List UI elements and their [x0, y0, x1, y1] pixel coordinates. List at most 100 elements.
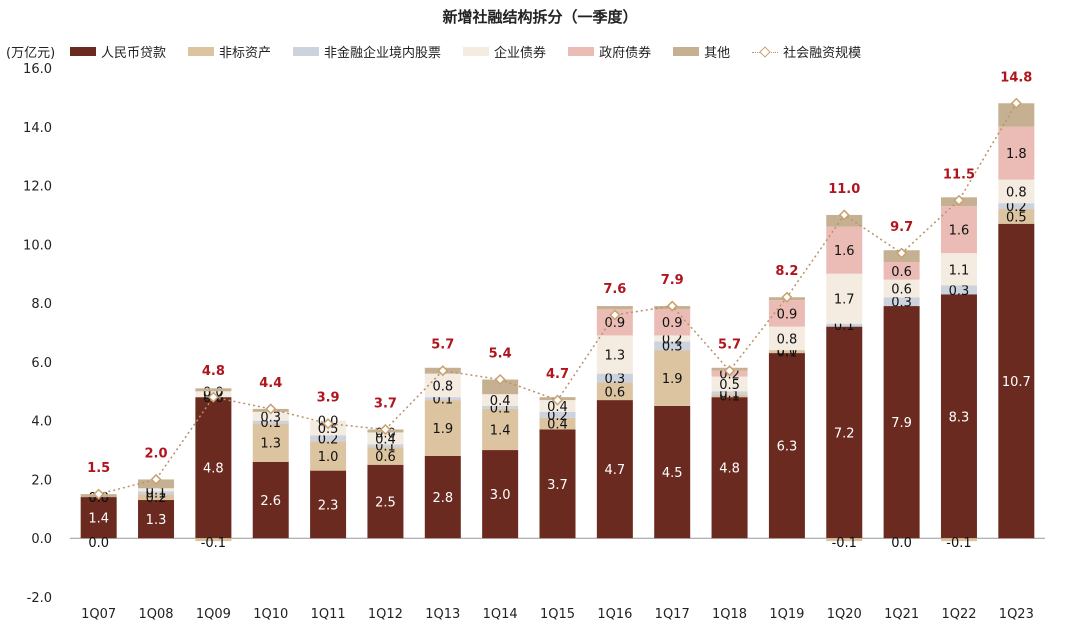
bar-segment	[596, 373, 633, 383]
total-point	[93, 488, 105, 500]
bar-segment	[539, 400, 576, 412]
total-point	[379, 423, 392, 436]
data-label: 0.9	[777, 307, 798, 322]
data-label: 0.2	[146, 491, 167, 506]
data-label: 0.5	[719, 378, 740, 393]
x-tick-label: 1Q12	[368, 607, 403, 622]
data-label: 4.7	[605, 463, 626, 478]
data-label: 0.4	[547, 400, 568, 415]
data-label: 4.5	[662, 466, 683, 481]
data-label: 2.8	[432, 491, 453, 506]
total-label: 14.8	[1000, 70, 1032, 85]
bar-segment	[596, 335, 633, 374]
total-point	[437, 365, 449, 377]
data-label: 1.3	[605, 349, 626, 364]
bar-segment	[596, 400, 633, 539]
bar-segment	[482, 450, 519, 539]
data-label: 0.6	[605, 385, 626, 400]
x-tick-label: 1Q22	[941, 607, 976, 622]
bar-segment	[940, 285, 977, 295]
legend-item-0: 人民币贷款	[70, 42, 166, 61]
bar-segment	[252, 461, 289, 539]
y-tick-label: -2.0	[27, 591, 52, 606]
legend-item-4: 政府债券	[568, 42, 651, 61]
bar-segment	[424, 397, 461, 401]
bar-segment	[768, 353, 805, 539]
bar-segment	[138, 494, 175, 501]
total-label: 5.7	[718, 338, 741, 353]
bar-segment	[367, 447, 404, 465]
x-tick-label: 1Q23	[999, 607, 1034, 622]
bar-segment	[711, 376, 748, 392]
total-point	[551, 394, 564, 406]
bar-segment	[482, 405, 519, 409]
y-tick-label: 10.0	[23, 238, 52, 253]
data-label: 0.4	[547, 418, 568, 433]
legend-swatch	[568, 47, 595, 56]
bar-segment	[654, 308, 691, 336]
bar-segment	[367, 444, 404, 448]
bar-segment	[654, 335, 691, 342]
bar-segment	[195, 397, 232, 539]
bar-segment	[940, 538, 977, 542]
data-label: 0.8	[1006, 185, 1027, 200]
legend-label: 社会融资规模	[783, 46, 862, 61]
y-axis-unit-label: (万亿元)	[6, 46, 56, 61]
data-label: 1.3	[146, 513, 167, 528]
data-label: 0.3	[260, 410, 281, 425]
data-label: 7.2	[834, 426, 855, 441]
bar-segment	[940, 294, 977, 539]
legend-swatch	[70, 47, 96, 56]
y-tick-label: 6.0	[31, 356, 52, 371]
total-label: 11.5	[943, 167, 975, 182]
total-label: 5.4	[489, 347, 512, 362]
data-label: 0.8	[432, 379, 453, 394]
x-tick-label: 1Q10	[253, 607, 288, 622]
total-label: 3.9	[317, 391, 340, 406]
bar-segment	[138, 491, 175, 495]
bar-segment	[826, 273, 863, 324]
legend-item-5: 其他	[673, 42, 730, 61]
bar-segment	[998, 103, 1035, 127]
data-label: 0.0	[88, 536, 109, 551]
data-label: 6.3	[777, 440, 798, 455]
total-point	[609, 309, 621, 321]
bar-segment	[998, 209, 1035, 224]
bar-segment	[482, 408, 519, 451]
legend-item-line: 社会融资规模	[752, 42, 861, 61]
bar-segment	[768, 326, 805, 351]
x-tick-label: 1Q13	[425, 607, 460, 622]
bar-segment	[424, 373, 461, 398]
data-label: -0.1	[201, 536, 226, 551]
data-label: 0.3	[662, 340, 683, 355]
data-label: 0.6	[891, 265, 912, 280]
bar-segment	[883, 306, 920, 539]
data-label: 0.3	[891, 296, 912, 311]
legend-label: 其他	[704, 46, 731, 61]
x-tick-label: 1Q19	[769, 607, 804, 622]
bar-segment	[998, 203, 1035, 210]
total-point	[781, 291, 793, 303]
legend-swatch	[293, 47, 320, 56]
data-label: -0.1	[946, 536, 971, 551]
bar-segment	[424, 400, 461, 456]
data-label: 0.3	[605, 372, 626, 387]
data-label: 0.0	[891, 536, 912, 551]
bar-segment	[711, 391, 748, 395]
bar-segment	[367, 432, 404, 445]
bar-segment	[310, 441, 347, 471]
data-label: 0.6	[375, 450, 396, 465]
bar-segment	[654, 405, 691, 539]
bar-segment	[883, 297, 920, 307]
legend-item-1: 非标资产	[188, 42, 271, 61]
total-label: 7.6	[603, 282, 626, 297]
total-label: 5.7	[431, 338, 454, 353]
data-label: 0.9	[662, 316, 683, 331]
y-tick-label: 14.0	[23, 121, 52, 136]
legend-label: 政府债券	[599, 46, 652, 61]
total-point	[953, 194, 965, 206]
bar-segment	[940, 206, 977, 254]
legend-swatch	[188, 47, 215, 56]
x-tick-label: 1Q16	[597, 607, 632, 622]
data-label: 4.8	[719, 462, 740, 477]
